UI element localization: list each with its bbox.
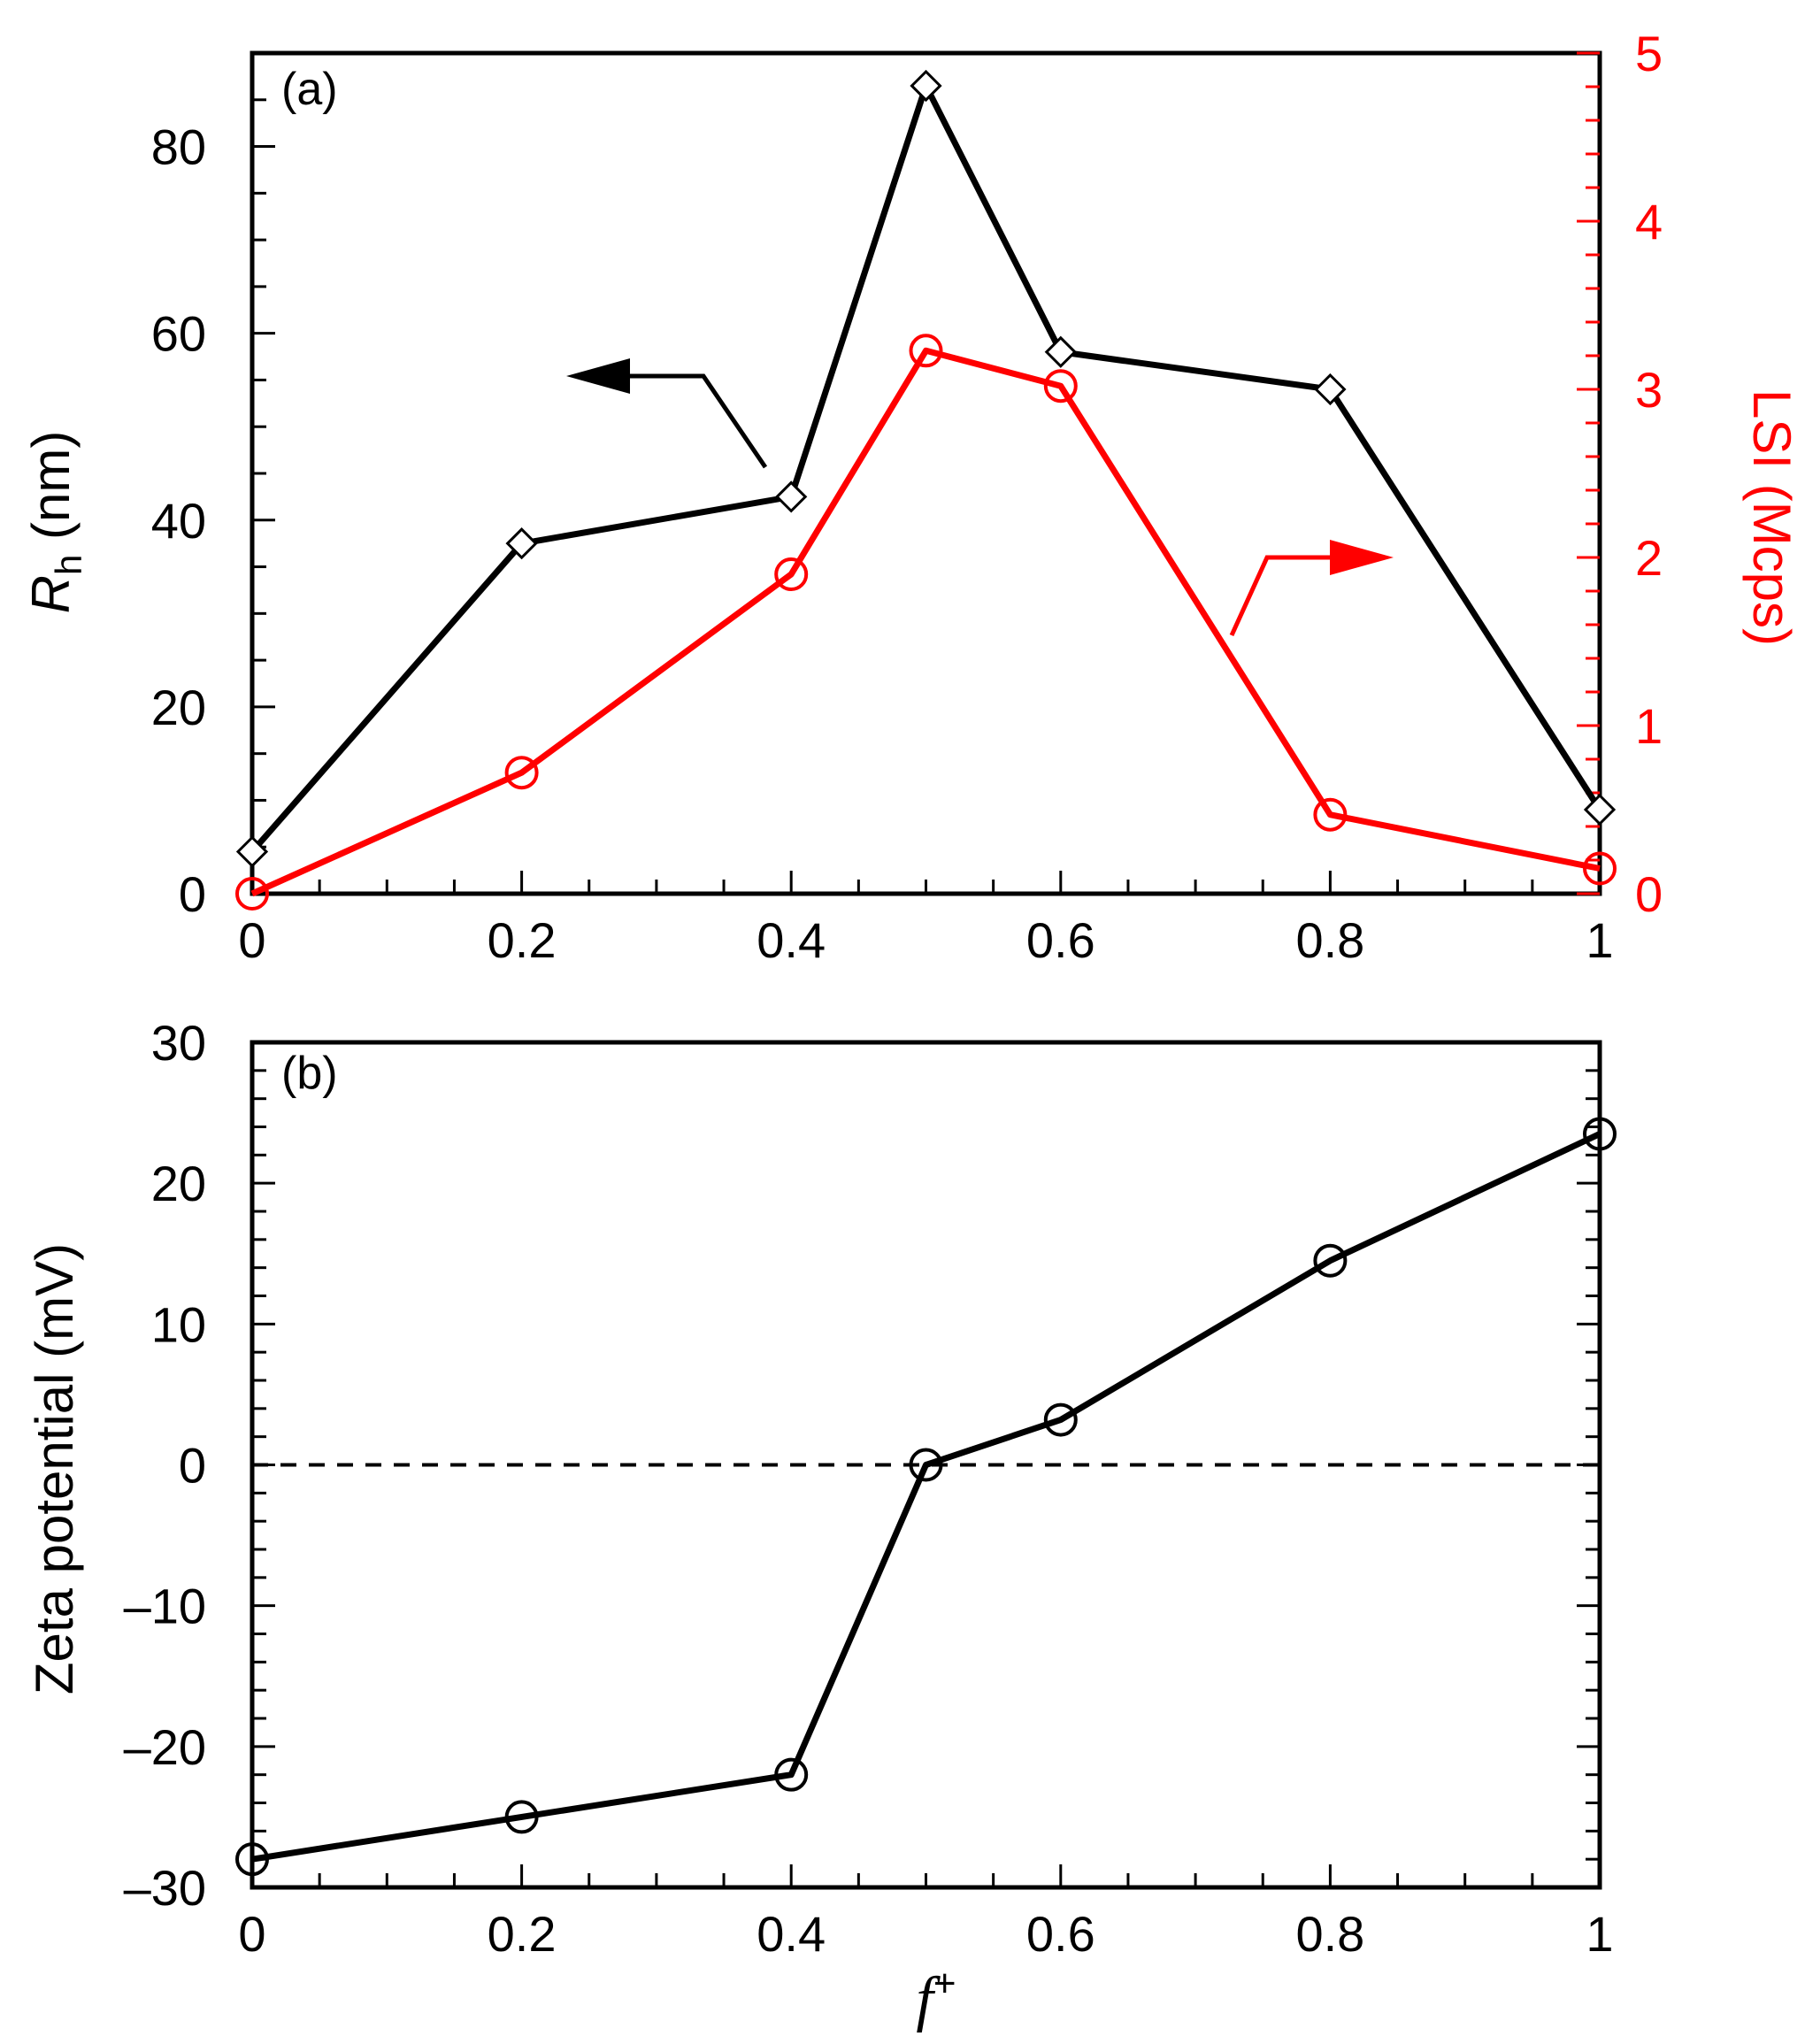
right-axis-arrow-head [1330,540,1394,575]
zeta-data-point [1313,1243,1348,1278]
zeta-data-point [235,1842,269,1877]
panel-b-x-axis-title: f+ [916,1962,956,2033]
panel-a-x-tick-label: 0.4 [757,912,826,968]
left-axis-title-main: R [21,575,81,613]
panel-a-left-tick-label: 80 [151,119,206,175]
panel-a-right-tick-label: 3 [1635,362,1663,418]
panel-b-y-axis-title: Zeta potential (mV) [25,1243,84,1694]
panel-a-x-tick-label: 0.6 [1026,912,1095,968]
lsi-data-point [1313,797,1348,832]
zeta-series-line [251,1131,1601,1863]
panel-a-x-tick-label: 0 [238,912,265,968]
left-axis-arrow-line [619,373,768,469]
zeta-data-point [774,1757,809,1792]
rh-data-point [1044,335,1077,368]
rh-data-point [910,69,942,103]
panel-b-y-tick-label: –20 [124,1719,206,1775]
lsi-data-point [1583,851,1617,886]
panel-a-right-tick-label: 2 [1635,530,1663,586]
lsi-data-point [235,877,269,911]
panel-b-x-tick-label: 0.6 [1026,1906,1095,1962]
panel-b-y-tick-label: 0 [179,1438,206,1494]
rh-data-point [1583,793,1617,826]
rh-data-point [505,527,538,560]
lsi-data-point [504,756,539,790]
rh-data-point [235,835,269,868]
lsi-data-point [1043,369,1078,403]
panel-b-y-tick-label: –10 [124,1579,206,1634]
panel-a-x-tick-label: 0.8 [1295,912,1364,968]
panel-b-x-tick-label: 0.2 [488,1906,557,1962]
panel-a-left-tick-label: 20 [151,680,206,735]
panel-a-x-tick-label: 1 [1586,912,1613,968]
panel-b-x-tick-label: 0.8 [1295,1906,1364,1962]
panel-a-x-tick-label: 0.2 [488,912,557,968]
zeta-data-point [504,1800,539,1834]
left-axis-title-sub: h [48,555,89,575]
panel-b-label: (b) [281,1048,338,1099]
panel-b-x-tick-label: 1 [1586,1906,1613,1962]
right-axis-arrow-line [1229,555,1340,637]
lsi-series-line [250,347,1601,897]
panel-b-y-tick-label: 30 [151,1015,206,1071]
panel-a-label: (a) [281,64,338,115]
panel-a-left-tick-label: 0 [179,866,206,922]
panel-b-x-tick-label: 0.4 [757,1906,826,1962]
rh-data-point [775,480,808,513]
panel-b-x-tick-label: 0 [238,1906,265,1962]
left-axis-title-unit: (nm) [21,431,81,555]
lsi-data-point [774,557,809,591]
rh-data-point [1314,373,1347,406]
zeta-data-point [1583,1117,1617,1151]
panel-b-y-tick-label: –30 [124,1860,206,1916]
rh-series-line [250,82,1602,854]
panel-a-frame [250,50,1602,896]
panel-a-right-tick-label: 5 [1635,26,1663,81]
panel-b-chart: 0 0.2 0.4 0.6 0.8 1 –30 –20 –10 0 10 20 30 [124,1015,1617,1962]
panel-a-left-axis-title: Rh (nm) [21,431,89,614]
zeta-data-point [909,1448,943,1482]
panel-b-y-tick-label: 20 [151,1156,206,1211]
left-axis-arrow-head [566,358,630,394]
panel-a-right-tick-label: 4 [1635,194,1663,250]
zeta-data-point [1043,1402,1078,1437]
lsi-data-point [909,334,943,368]
panel-a-right-tick-label: 1 [1635,698,1663,754]
x-axis-title-sup: + [933,1962,956,2005]
panel-a-right-axis-title: LSI (Mcps) [1742,389,1801,646]
panel-b-y-tick-label: 10 [151,1296,206,1352]
panel-a-left-tick-label: 60 [151,306,206,362]
panel-a-right-tick-label: 0 [1635,866,1663,922]
panel-a-left-tick-label: 40 [151,493,206,549]
